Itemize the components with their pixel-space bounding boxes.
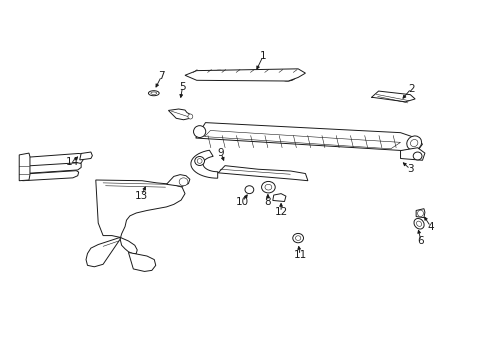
Polygon shape	[190, 150, 217, 178]
Ellipse shape	[295, 236, 300, 240]
Text: 12: 12	[274, 207, 287, 217]
Text: 6: 6	[417, 236, 424, 246]
Polygon shape	[272, 194, 285, 202]
Ellipse shape	[417, 210, 423, 217]
Ellipse shape	[278, 71, 295, 81]
Ellipse shape	[148, 91, 159, 96]
Ellipse shape	[193, 126, 205, 138]
Text: 9: 9	[217, 148, 224, 158]
Ellipse shape	[261, 181, 275, 193]
Text: 3: 3	[406, 164, 413, 174]
Polygon shape	[96, 180, 184, 253]
Polygon shape	[184, 69, 305, 81]
Ellipse shape	[409, 140, 417, 147]
Ellipse shape	[413, 219, 423, 229]
Polygon shape	[20, 171, 79, 181]
Polygon shape	[20, 153, 84, 168]
Ellipse shape	[264, 184, 271, 190]
Polygon shape	[218, 166, 307, 181]
Polygon shape	[19, 153, 30, 181]
Polygon shape	[168, 109, 190, 120]
Ellipse shape	[244, 186, 253, 194]
Polygon shape	[204, 131, 400, 149]
Ellipse shape	[151, 92, 157, 94]
Polygon shape	[80, 152, 92, 160]
Polygon shape	[86, 237, 120, 267]
Ellipse shape	[194, 157, 204, 166]
Ellipse shape	[292, 233, 303, 243]
Text: 1: 1	[259, 51, 266, 61]
Text: 13: 13	[134, 191, 147, 201]
Polygon shape	[415, 209, 424, 218]
Polygon shape	[128, 252, 156, 271]
Ellipse shape	[210, 70, 227, 80]
Text: 8: 8	[264, 197, 271, 207]
Polygon shape	[370, 91, 414, 102]
Text: 10: 10	[236, 197, 248, 207]
Text: 14: 14	[66, 157, 80, 167]
Ellipse shape	[416, 221, 421, 226]
Polygon shape	[400, 148, 424, 160]
Polygon shape	[166, 175, 189, 186]
Ellipse shape	[406, 136, 421, 150]
Text: 11: 11	[293, 250, 306, 260]
Polygon shape	[195, 123, 422, 150]
Text: 7: 7	[158, 71, 164, 81]
Polygon shape	[20, 163, 81, 174]
Ellipse shape	[179, 178, 187, 186]
Ellipse shape	[187, 114, 192, 119]
Text: 5: 5	[179, 82, 185, 92]
Text: 2: 2	[407, 84, 414, 94]
Text: 4: 4	[427, 222, 433, 231]
Ellipse shape	[197, 159, 202, 163]
Ellipse shape	[412, 152, 421, 160]
